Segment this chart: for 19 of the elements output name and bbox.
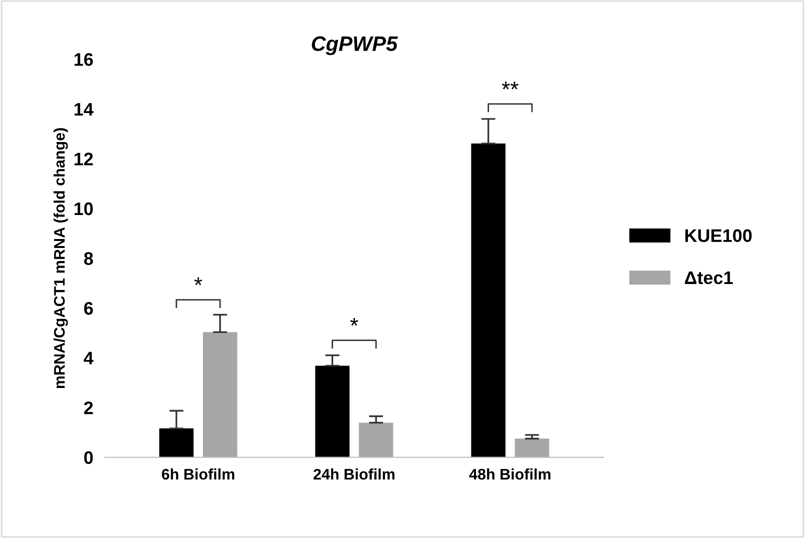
annotation: ** (502, 82, 518, 90)
y-tick-label: 0 (84, 451, 93, 464)
annotation: * (350, 318, 358, 326)
y-tick-label: 10 (74, 202, 93, 216)
y-tick-label: 16 (74, 53, 93, 66)
legend-label: Δtec1 (684, 272, 733, 284)
y-tick-label: 8 (84, 252, 93, 265)
y-tick-label: 14 (74, 103, 94, 116)
x-tick-label: 24h Biofilm (314, 468, 394, 480)
y-tick-label: 6 (84, 302, 93, 315)
legend-label: KUE100 (685, 229, 752, 242)
annotation: * (194, 277, 202, 286)
chart-title: CgPWP5 (312, 36, 398, 56)
x-tick-label: 48h Biofilm (469, 468, 550, 480)
x-tick-label: 6h Biofilm (162, 468, 234, 480)
y-tick-label: 12 (74, 152, 93, 166)
y-tick-label: 2 (84, 401, 93, 414)
y-axis-title: mRNA/CgACT1 mRNA (fold change) (54, 128, 68, 388)
y-tick-label: 4 (84, 352, 94, 364)
